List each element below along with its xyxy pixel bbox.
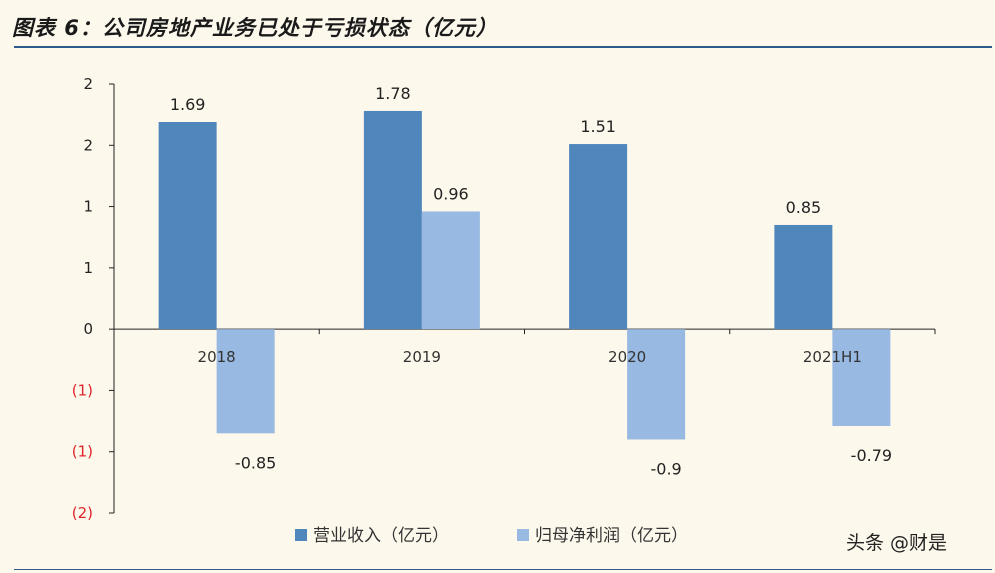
bar-net-profit <box>421 211 480 330</box>
x-tick-label: 2020 <box>608 348 646 366</box>
figure-title: 图表 6：公司房地产业务已处于亏损状态（亿元） <box>12 16 498 40</box>
data-label: -0.85 <box>235 453 276 472</box>
legend-swatch <box>295 529 307 541</box>
bar-revenue <box>569 144 628 330</box>
bar-net-profit <box>627 329 686 440</box>
data-label: 1.69 <box>170 95 206 114</box>
data-label: -0.9 <box>651 459 682 478</box>
data-label: 0.96 <box>433 184 469 203</box>
bar-net-profit <box>832 329 891 426</box>
bar-revenue <box>158 121 217 330</box>
y-tick-label: (2) <box>72 504 93 522</box>
bar-revenue <box>774 224 833 330</box>
x-tick-label: 2019 <box>403 348 441 366</box>
y-tick-label: (1) <box>72 443 93 461</box>
watermark: 头条 @财是 <box>846 532 948 554</box>
y-tick-label: 0 <box>83 320 93 338</box>
legend-swatch <box>517 529 529 541</box>
data-label: 1.78 <box>375 84 411 103</box>
bottom-rule <box>14 569 992 570</box>
legend-label: 归母净利润（亿元） <box>535 526 688 546</box>
legend-label: 营业收入（亿元） <box>313 526 449 546</box>
y-tick-label: 1 <box>83 259 93 277</box>
y-tick-label: (1) <box>72 381 93 399</box>
y-tick-label: 2 <box>83 75 93 93</box>
title-rule <box>14 46 992 48</box>
x-tick-label: 2021H1 <box>803 348 862 366</box>
bar-net-profit <box>216 329 275 434</box>
x-tick-label: 2018 <box>198 348 236 366</box>
y-tick-label: 1 <box>83 198 93 216</box>
bar-revenue <box>363 110 422 330</box>
data-label: 0.85 <box>786 198 822 217</box>
data-label: -0.79 <box>851 446 892 465</box>
data-label: 1.51 <box>580 117 616 136</box>
y-tick-label: 2 <box>83 136 93 154</box>
